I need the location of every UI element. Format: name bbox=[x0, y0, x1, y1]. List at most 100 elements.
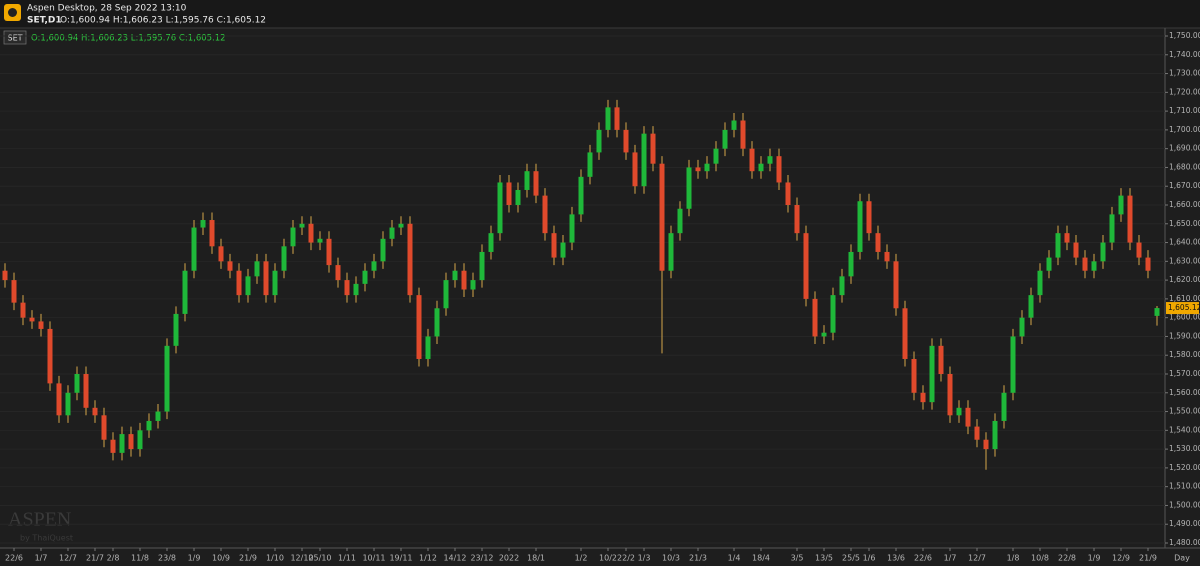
candle-body bbox=[551, 233, 557, 258]
x-tick-label: 23/12 bbox=[470, 554, 493, 563]
y-tick-label: 1,490.00 bbox=[1169, 519, 1200, 528]
candle-body bbox=[713, 148, 719, 164]
candle-body bbox=[983, 439, 989, 450]
candle-body bbox=[461, 270, 467, 290]
candle-body bbox=[947, 374, 953, 416]
x-tick-label: 1/12 bbox=[419, 554, 437, 563]
y-tick-label: 1,730.00 bbox=[1169, 69, 1200, 78]
candle-body bbox=[101, 415, 107, 440]
candle-body bbox=[371, 261, 377, 271]
candle-body bbox=[56, 383, 62, 416]
candle-body bbox=[686, 167, 692, 209]
watermark: ASPEN bbox=[8, 509, 71, 531]
candle-body bbox=[569, 214, 575, 243]
candle-body bbox=[605, 107, 611, 130]
candle-body bbox=[1064, 233, 1070, 243]
candle-body bbox=[1082, 257, 1088, 271]
grid bbox=[0, 35, 1165, 544]
candle-body bbox=[227, 261, 233, 271]
x-tick-label: 10/3 bbox=[662, 554, 680, 563]
candle-body bbox=[290, 227, 296, 247]
candle-body bbox=[470, 280, 476, 290]
candle-body bbox=[578, 176, 584, 215]
candle-body bbox=[920, 392, 926, 403]
y-tick-label: 1,520.00 bbox=[1169, 463, 1200, 472]
x-tick-label: 22/2 bbox=[617, 554, 635, 563]
candle-body bbox=[74, 374, 80, 393]
candle-body bbox=[1028, 295, 1034, 318]
candle-body bbox=[317, 238, 323, 243]
y-tick-label: 1,700.00 bbox=[1169, 125, 1200, 134]
y-tick-label: 1,660.00 bbox=[1169, 200, 1200, 209]
symbol: SET,D1 bbox=[27, 16, 62, 26]
y-tick-label: 1,720.00 bbox=[1169, 87, 1200, 96]
candle-body bbox=[812, 298, 818, 337]
candle-body bbox=[155, 411, 161, 421]
candle-body bbox=[668, 233, 674, 271]
candle-body bbox=[785, 182, 791, 205]
candle-body bbox=[1127, 195, 1133, 243]
candle-body bbox=[506, 182, 512, 205]
x-tick-label: 1/7 bbox=[944, 554, 957, 563]
candle-body bbox=[929, 345, 935, 403]
y-tick-label: 1,650.00 bbox=[1169, 219, 1200, 228]
candle-body bbox=[767, 156, 773, 164]
candle-body bbox=[884, 251, 890, 262]
x-tick-label: 19/11 bbox=[389, 554, 412, 563]
candle-body bbox=[65, 392, 71, 416]
candle-body bbox=[164, 345, 170, 412]
candle-body bbox=[119, 434, 125, 453]
candle-body bbox=[677, 208, 683, 234]
candle-body bbox=[911, 358, 917, 393]
x-tick-label: 10/11 bbox=[362, 554, 385, 563]
candle-body bbox=[875, 233, 881, 252]
app-icon-mark bbox=[8, 8, 17, 17]
x-tick-label: 18/1 bbox=[527, 554, 545, 563]
candle-body bbox=[731, 120, 737, 130]
candle-body bbox=[560, 242, 566, 258]
y-tick-label: 1,510.00 bbox=[1169, 482, 1200, 491]
candle-body bbox=[308, 223, 314, 243]
candle-body bbox=[857, 201, 863, 252]
candle-body bbox=[272, 270, 278, 296]
x-tick-label: 25/10 bbox=[308, 554, 331, 563]
candle-body bbox=[245, 276, 251, 296]
candle-body bbox=[1010, 336, 1016, 393]
x-tick-label: 18/4 bbox=[752, 554, 770, 563]
candle-body bbox=[1136, 242, 1142, 258]
x-tick-label: 13/6 bbox=[887, 554, 905, 563]
x-tick-label: 12/7 bbox=[968, 554, 986, 563]
candle-body bbox=[137, 430, 143, 450]
x-tick-label: 1/7 bbox=[35, 554, 48, 563]
candle-body bbox=[659, 163, 665, 271]
candle-body bbox=[1118, 195, 1124, 215]
candle-body bbox=[83, 374, 89, 408]
candle-body bbox=[596, 129, 602, 153]
x-tick-label: 21/7 bbox=[86, 554, 104, 563]
candle-body bbox=[587, 152, 593, 177]
x-tick-label: 21/9 bbox=[239, 554, 257, 563]
x-tick-label: 1/3 bbox=[638, 554, 651, 563]
candle-body bbox=[965, 407, 971, 427]
y-tick-label: 1,620.00 bbox=[1169, 275, 1200, 284]
y-tick-label: 1,670.00 bbox=[1169, 181, 1200, 190]
candle-body bbox=[218, 246, 224, 262]
candle-body bbox=[632, 152, 638, 187]
candle-body bbox=[452, 270, 458, 281]
last-price-box bbox=[1166, 302, 1199, 315]
candle-body bbox=[29, 317, 35, 322]
candle-body bbox=[191, 227, 197, 271]
x-tick-label: 22/8 bbox=[1058, 554, 1076, 563]
x-tick-label: 1/9 bbox=[188, 554, 201, 563]
candle-body bbox=[1073, 242, 1079, 258]
y-tick-label: 1,550.00 bbox=[1169, 407, 1200, 416]
x-tick-label: 22/6 bbox=[5, 554, 23, 563]
candle-body bbox=[407, 223, 413, 296]
candle-body bbox=[821, 332, 827, 337]
y-tick-label: 1,610.00 bbox=[1169, 294, 1200, 303]
x-tick-label: 10/8 bbox=[1031, 554, 1049, 563]
x-tick-label: 1/10 bbox=[266, 554, 284, 563]
x-tick-label: 12/7 bbox=[59, 554, 77, 563]
candle-body bbox=[389, 227, 395, 239]
candle-body bbox=[722, 129, 728, 149]
